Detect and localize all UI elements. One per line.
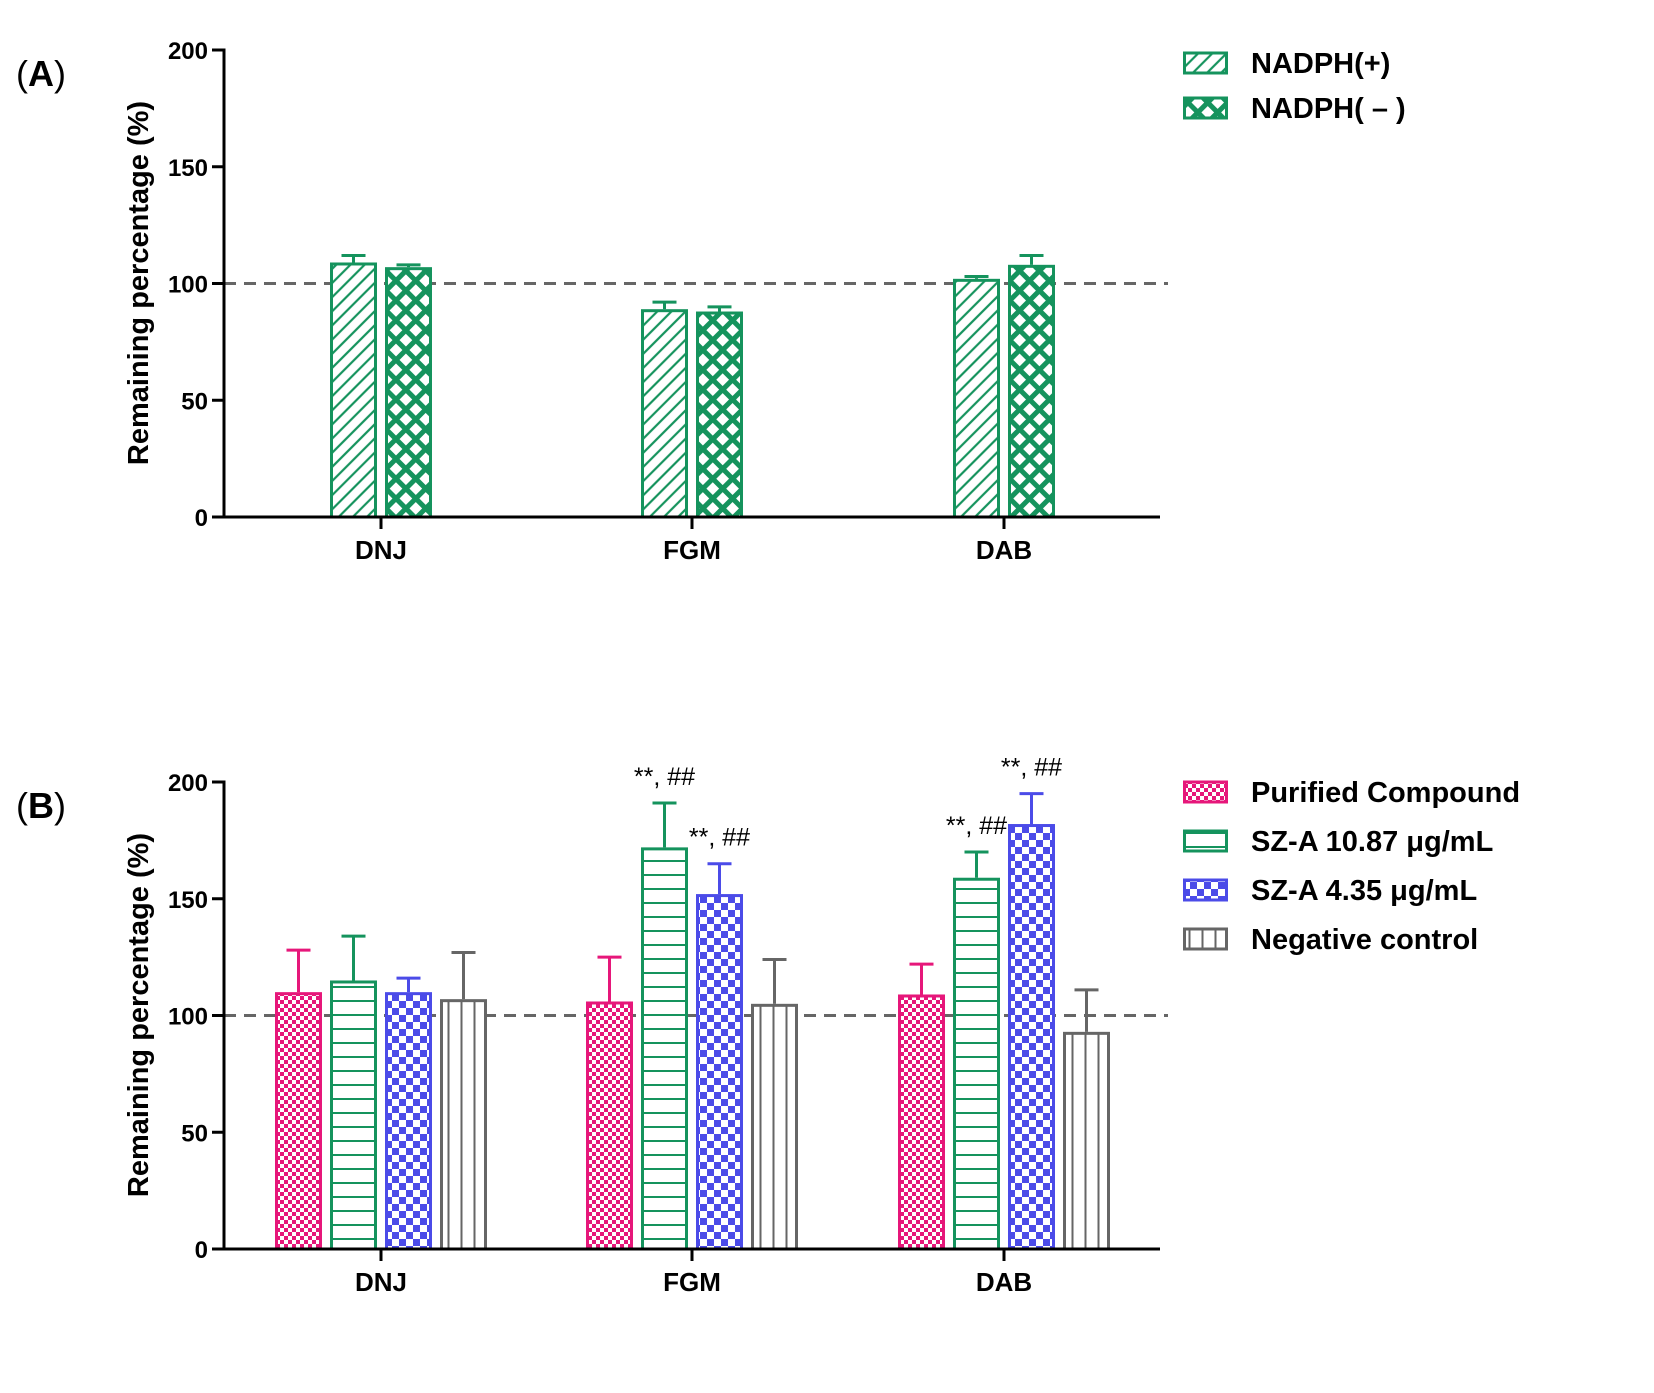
bar-dab-nadph [1008, 264, 1055, 519]
x-tick-label-fgm: FGM [663, 1267, 721, 1297]
panel-b-x-ticks: DNJ FGM DAB [355, 1249, 1032, 1297]
legend-swatch-nadph [1183, 51, 1228, 75]
panel-a-bars [330, 253, 1055, 519]
legend-label-nadph: NADPH( – ) [1251, 93, 1406, 125]
y-tick-label: 150 [168, 155, 208, 182]
bar-fgm-nadph [641, 309, 688, 519]
bar-dab-negative-control [1063, 1031, 1110, 1251]
panel-b-label: (B) [16, 785, 66, 826]
x-tick-label-dnj: DNJ [355, 1267, 407, 1297]
panel-b-bars [275, 792, 1110, 1251]
y-tick-label: 100 [168, 272, 208, 299]
legend-swatch-nadph [1183, 96, 1228, 120]
bar-dab-purified-compound [898, 994, 945, 1251]
y-tick-label: 50 [181, 1120, 208, 1147]
bar-fgm-sz-a-10-87-g-ml [641, 847, 688, 1251]
legend-label-sz-a-4-35-g-ml: SZ-A 4.35 μg/mL [1251, 875, 1477, 907]
bar-fgm-sz-a-4-35-g-ml [696, 894, 743, 1251]
panel-a: (A) Remaining percentage (%) 0 50 100 150 20… [16, 38, 1406, 565]
panel-b-ylabel: Remaining percentage (%) [123, 833, 155, 1197]
y-tick-label: 100 [168, 1004, 208, 1031]
bar-dnj-negative-control [440, 999, 487, 1251]
legend-swatch-sz-a-4-35-g-ml [1183, 878, 1228, 902]
panel-b-annotations: **, ## **, ## **, ## **, ## [634, 754, 1062, 852]
panel-b-letter: B [28, 785, 54, 826]
bar-dab-sz-a-10-87-g-ml [953, 877, 1000, 1251]
y-tick-label: 200 [168, 38, 208, 65]
legend-label-purified-compound: Purified Compound [1251, 777, 1520, 809]
x-tick-label-fgm: FGM [663, 535, 721, 565]
x-tick-label-dab: DAB [976, 1267, 1032, 1297]
bar-dnj-nadph [330, 262, 377, 519]
bar-fgm-nadph [696, 311, 743, 519]
legend-swatch-sz-a-10-87-g-ml [1183, 829, 1228, 853]
x-tick-label-dab: DAB [976, 535, 1032, 565]
bar-fgm-purified-compound [586, 1001, 633, 1251]
panel-b-legend: Purified Compound SZ-A 10.87 μg/mL SZ-A 4.… [1183, 777, 1520, 956]
annotation-fgm-sz-a-10-87-g-ml: **, ## [634, 763, 695, 791]
legend-label-negative-control: Negative control [1251, 924, 1478, 956]
y-tick-label: 0 [195, 1237, 208, 1264]
bar-dab-nadph [953, 278, 1000, 519]
y-tick-label: 0 [195, 505, 208, 532]
bar-fgm-negative-control [751, 1003, 798, 1251]
panel-a-x-ticks: DNJ FGM DAB [355, 517, 1032, 565]
panel-a-letter: A [28, 53, 54, 94]
panel-b: (B) Remaining percentage (%) 0 50 100 150 20… [16, 754, 1520, 1297]
legend-label-nadph: NADPH(+) [1251, 48, 1390, 80]
legend-label-sz-a-10-87-g-ml: SZ-A 10.87 μg/mL [1251, 826, 1493, 858]
panel-a-label: (A) [16, 53, 66, 94]
panel-a-ylabel: Remaining percentage (%) [123, 101, 155, 465]
y-tick-label: 50 [181, 388, 208, 415]
bar-dab-sz-a-4-35-g-ml [1008, 824, 1055, 1251]
panel-a-legend: NADPH(+) NADPH( – ) [1183, 48, 1406, 125]
y-tick-label: 150 [168, 887, 208, 914]
bar-dnj-purified-compound [275, 992, 322, 1251]
legend-swatch-purified-compound [1183, 780, 1228, 804]
panel-b-y-ticks: 0 50 100 150 200 [168, 770, 224, 1264]
annotation-dab-sz-a-4-35-g-ml: **, ## [1001, 754, 1062, 782]
annotation-fgm-sz-a-4-35-g-ml: **, ## [689, 824, 750, 852]
bar-dnj-sz-a-4-35-g-ml [385, 992, 432, 1251]
panel-a-y-ticks: 0 50 100 150 200 [168, 38, 224, 532]
bar-dnj-nadph [385, 267, 432, 519]
legend-swatch-negative-control [1183, 927, 1228, 951]
bar-dnj-sz-a-10-87-g-ml [330, 980, 377, 1251]
y-tick-label: 200 [168, 770, 208, 797]
annotation-dab-sz-a-10-87-g-ml: **, ## [946, 812, 1007, 840]
x-tick-label-dnj: DNJ [355, 535, 407, 565]
